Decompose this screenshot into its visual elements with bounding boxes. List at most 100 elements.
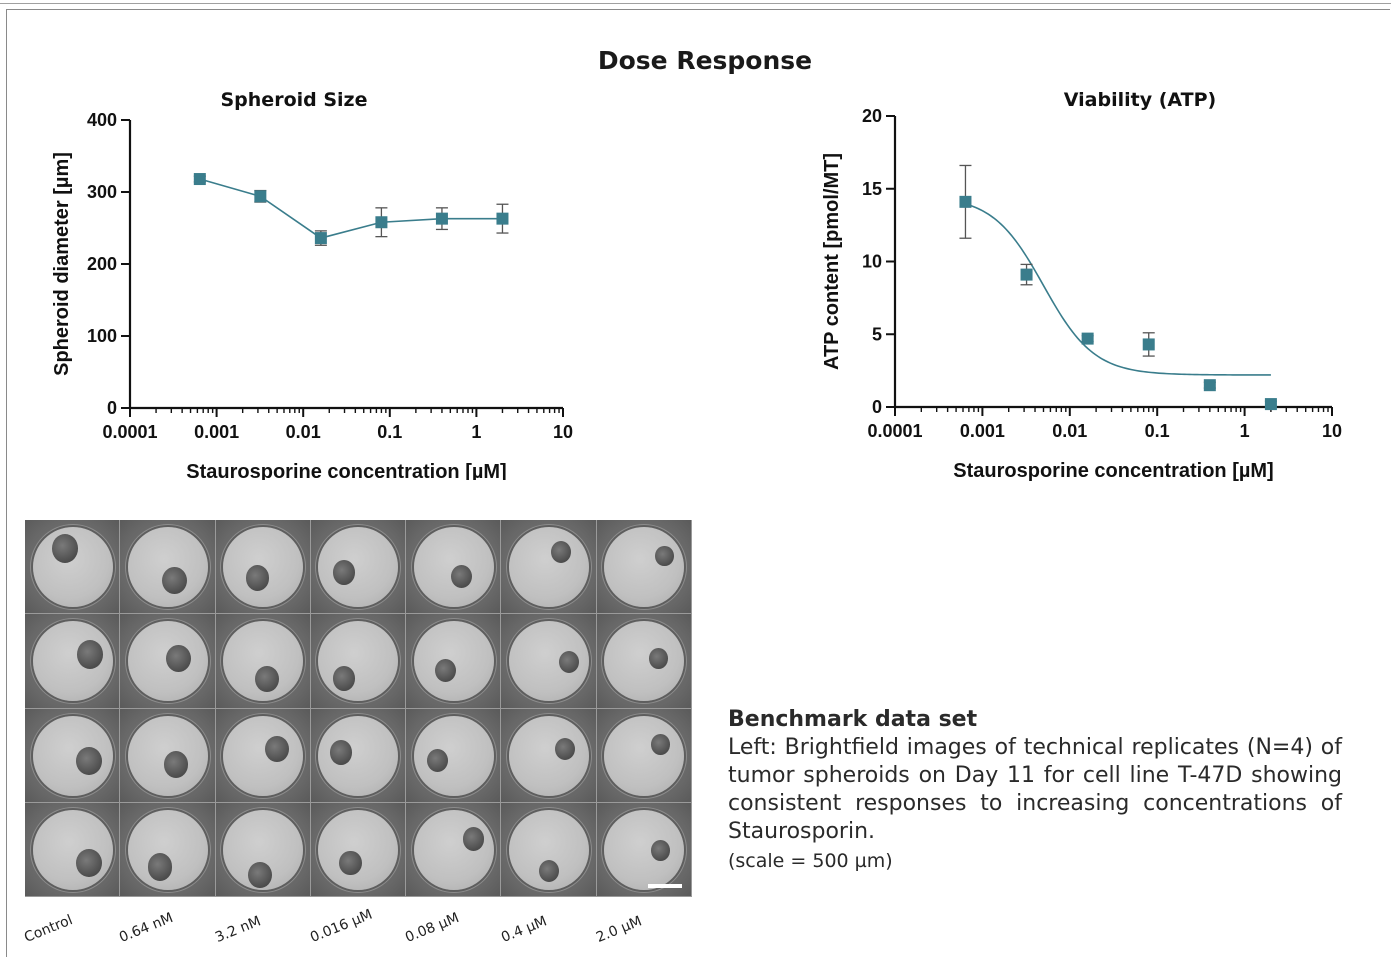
spheroid: [161, 566, 187, 594]
spheroid: [147, 853, 173, 881]
caption-body: Left: Brightfield images of technical re…: [728, 735, 1342, 844]
well: [604, 715, 685, 796]
data-point: [1020, 268, 1033, 281]
plate-cell: [596, 520, 692, 615]
well: [318, 715, 399, 796]
data-point: [193, 173, 206, 186]
plate-cell: [25, 614, 121, 709]
well: [127, 621, 208, 702]
spheroid: [649, 647, 669, 669]
plate-cell: [310, 802, 407, 897]
y-tick-label: 15: [862, 179, 882, 199]
plate-cell: [25, 708, 121, 803]
well: [223, 527, 304, 608]
y-tick-label: 200: [87, 254, 117, 274]
spheroid: [551, 541, 572, 564]
plate-cell: [501, 708, 597, 803]
spheroid: [555, 737, 576, 760]
spheroid: [332, 559, 356, 585]
well: [32, 809, 113, 890]
y-axis-label: ATP content [pmol/MT]: [821, 153, 843, 370]
well: [509, 809, 590, 890]
y-tick-label: 100: [87, 326, 117, 346]
data-point: [375, 216, 388, 229]
spheroid: [332, 666, 356, 691]
plate-cell: [406, 802, 502, 897]
plate-cell: [120, 520, 216, 615]
plate-cell: [25, 520, 121, 615]
spheroid: [75, 746, 102, 776]
y-tick-label: 5: [872, 324, 882, 344]
x-tick-label: 1: [471, 422, 481, 442]
well: [413, 527, 494, 608]
y-axis-label: Spheroid diameter [µm]: [51, 152, 73, 376]
well: [509, 527, 590, 608]
connecting-line: [199, 178, 503, 239]
plate-cell: [120, 614, 216, 709]
spheroid: [165, 644, 191, 673]
x-tick-label: 10: [1322, 421, 1342, 441]
plate-cell: [406, 708, 502, 803]
data-point: [1081, 332, 1094, 345]
x-tick-label: 0.0001: [102, 422, 157, 442]
viability-chart: Viability (ATP) 0.0001 0.001 0.01 0.1 1 10 0 5 10…: [821, 89, 1342, 482]
figure-title: Dose Response: [597, 46, 813, 75]
spheroid: [451, 564, 473, 588]
spheroid: [255, 665, 279, 692]
x-axis-label: Staurosporine concentration [µM]: [186, 461, 506, 480]
plate-cell: [25, 802, 121, 897]
plate-cell: [120, 802, 216, 897]
spheroid: [245, 564, 270, 591]
plate-cell: [310, 614, 407, 709]
spheroid: [654, 545, 674, 567]
plate-cell: [501, 520, 597, 615]
x-axis-label: Staurosporine concentration [µM]: [953, 460, 1273, 482]
data-point: [1264, 398, 1277, 411]
x-tick-label: 1: [1240, 421, 1250, 441]
spheroid: [51, 534, 78, 563]
spheroid: [75, 848, 102, 878]
spheroid: [463, 827, 485, 851]
plate-cell: [215, 802, 311, 897]
well: [509, 715, 590, 796]
well: [127, 809, 208, 890]
x-tick-label: 0.0001: [867, 421, 922, 441]
spheroid: [650, 840, 670, 862]
data-point: [1203, 379, 1216, 392]
x-tick-label: 0.01: [286, 422, 321, 442]
data-point: [435, 212, 448, 225]
data-point: [314, 232, 327, 245]
figure-frame: [6, 9, 1390, 957]
plate-cell: [215, 708, 311, 803]
x-tick-label: 10: [553, 422, 573, 442]
plate-cell: [215, 520, 311, 615]
x-tick-label: 0.1: [1145, 421, 1170, 441]
plate-cell: [596, 708, 692, 803]
well: [604, 527, 685, 608]
x-tick-label: 0.1: [377, 422, 402, 442]
plate-cell: [596, 802, 692, 897]
spheroid: [539, 859, 560, 882]
spheroid: [559, 651, 580, 674]
spheroid: [265, 735, 289, 762]
caption-scale: (scale = 500 µm): [728, 850, 893, 872]
caption: Benchmark data set Left: Brightfield ima…: [728, 706, 1342, 876]
spheroid: [339, 850, 362, 876]
y-tick-label: 20: [862, 106, 882, 126]
data-point: [1142, 338, 1155, 351]
top-border: [0, 3, 1391, 4]
fit-curve: [965, 203, 1271, 376]
y-tick-label: 400: [87, 110, 117, 130]
data-point: [254, 190, 267, 203]
plate-cell: [501, 802, 597, 897]
chart-title: Spheroid Size: [221, 89, 368, 111]
well: [604, 621, 685, 702]
y-tick-label: 0: [107, 398, 117, 418]
y-tick-label: 0: [872, 397, 882, 417]
well: [318, 809, 399, 890]
x-tick-label: 0.01: [1052, 421, 1087, 441]
plate-cell: [310, 520, 407, 615]
well: [318, 621, 399, 702]
spheroid: [435, 658, 457, 683]
